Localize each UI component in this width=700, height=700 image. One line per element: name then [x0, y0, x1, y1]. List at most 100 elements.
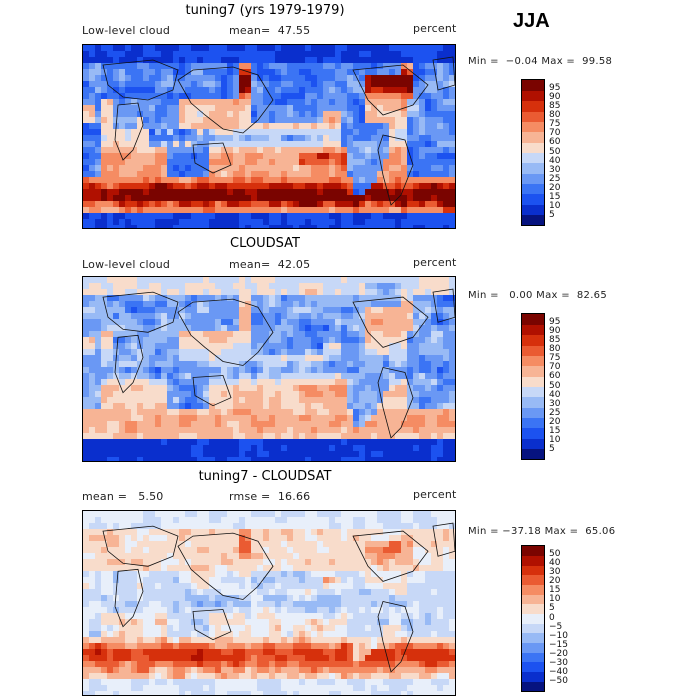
- map-cell: [251, 379, 258, 386]
- map-cell: [167, 457, 174, 461]
- map-cell: [137, 541, 144, 548]
- map-cell: [89, 589, 96, 596]
- map-cell: [131, 219, 138, 226]
- map-cell: [299, 295, 306, 302]
- map-cell: [143, 63, 150, 70]
- map-cell: [185, 159, 192, 166]
- map-cell: [95, 451, 102, 458]
- map-cell: [335, 361, 342, 368]
- map-cell: [173, 81, 180, 88]
- map-cell: [395, 57, 402, 64]
- map-cell: [311, 219, 318, 226]
- map-cell: [191, 457, 198, 461]
- map-cell: [281, 325, 288, 332]
- map-cell: [83, 295, 90, 302]
- map-cell: [251, 45, 258, 52]
- map-cell: [359, 367, 366, 374]
- map-cell: [335, 111, 342, 118]
- map-cell: [317, 57, 324, 64]
- map-cell: [389, 451, 396, 458]
- panel-1-units: percent: [413, 22, 457, 35]
- map-cell: [407, 415, 414, 422]
- map-cell: [251, 87, 258, 94]
- map-cell: [317, 445, 324, 452]
- map-cell: [413, 529, 420, 536]
- map-cell: [215, 415, 222, 422]
- map-cell: [137, 547, 144, 554]
- map-cell: [245, 141, 252, 148]
- map-cell: [209, 511, 216, 518]
- map-cell: [311, 93, 318, 100]
- map-cell: [437, 391, 444, 398]
- map-cell: [383, 123, 390, 130]
- map-cell: [329, 553, 336, 560]
- map-cell: [347, 159, 354, 166]
- map-cell: [383, 289, 390, 296]
- map-cell: [149, 195, 156, 202]
- map-cell: [191, 147, 198, 154]
- map-cell: [317, 337, 324, 344]
- map-cell: [281, 397, 288, 404]
- map-cell: [383, 313, 390, 320]
- map-cell: [401, 409, 408, 416]
- map-cell: [311, 427, 318, 434]
- map-cell: [323, 225, 330, 228]
- map-cell: [131, 397, 138, 404]
- map-cell: [275, 529, 282, 536]
- map-cell: [449, 583, 455, 590]
- map-cell: [137, 571, 144, 578]
- map-cell: [95, 51, 102, 58]
- map-cell: [107, 607, 114, 614]
- map-cell: [317, 93, 324, 100]
- map-cell: [251, 601, 258, 608]
- map-cell: [149, 123, 156, 130]
- map-cell: [107, 331, 114, 338]
- map-cell: [425, 301, 432, 308]
- map-cell: [311, 111, 318, 118]
- map-cell: [209, 385, 216, 392]
- map-cell: [191, 607, 198, 614]
- map-cell: [431, 577, 438, 584]
- map-cell: [299, 225, 306, 228]
- map-cell: [281, 183, 288, 190]
- map-cell: [419, 553, 426, 560]
- map-cell: [83, 289, 90, 296]
- map-cell: [431, 207, 438, 214]
- map-cell: [443, 307, 450, 314]
- map-cell: [371, 559, 378, 566]
- map-cell: [269, 123, 276, 130]
- map-cell: [335, 379, 342, 386]
- map-cell: [407, 283, 414, 290]
- map-cell: [203, 547, 210, 554]
- map-cell: [443, 141, 450, 148]
- map-cell: [353, 559, 360, 566]
- map-cell: [437, 547, 444, 554]
- map-cell: [161, 219, 168, 226]
- map-cell: [437, 367, 444, 374]
- map-cell: [293, 135, 300, 142]
- map-cell: [215, 451, 222, 458]
- map-cell: [395, 379, 402, 386]
- map-cell: [119, 195, 126, 202]
- map-cell: [101, 433, 108, 440]
- map-cell: [167, 129, 174, 136]
- map-cell: [131, 601, 138, 608]
- map-cell: [395, 141, 402, 148]
- map-cell: [221, 451, 228, 458]
- map-cell: [377, 541, 384, 548]
- map-cell: [389, 117, 396, 124]
- map-cell: [329, 295, 336, 302]
- map-cell: [317, 367, 324, 374]
- map-cell: [323, 195, 330, 202]
- map-cell: [443, 87, 450, 94]
- map-cell: [395, 553, 402, 560]
- map-cell: [431, 69, 438, 76]
- map-cell: [359, 93, 366, 100]
- map-cell: [251, 135, 258, 142]
- map-cell: [419, 607, 426, 614]
- map-cell: [251, 57, 258, 64]
- map-cell: [329, 313, 336, 320]
- map-cell: [125, 225, 132, 228]
- map-cell: [287, 195, 294, 202]
- map-cell: [161, 51, 168, 58]
